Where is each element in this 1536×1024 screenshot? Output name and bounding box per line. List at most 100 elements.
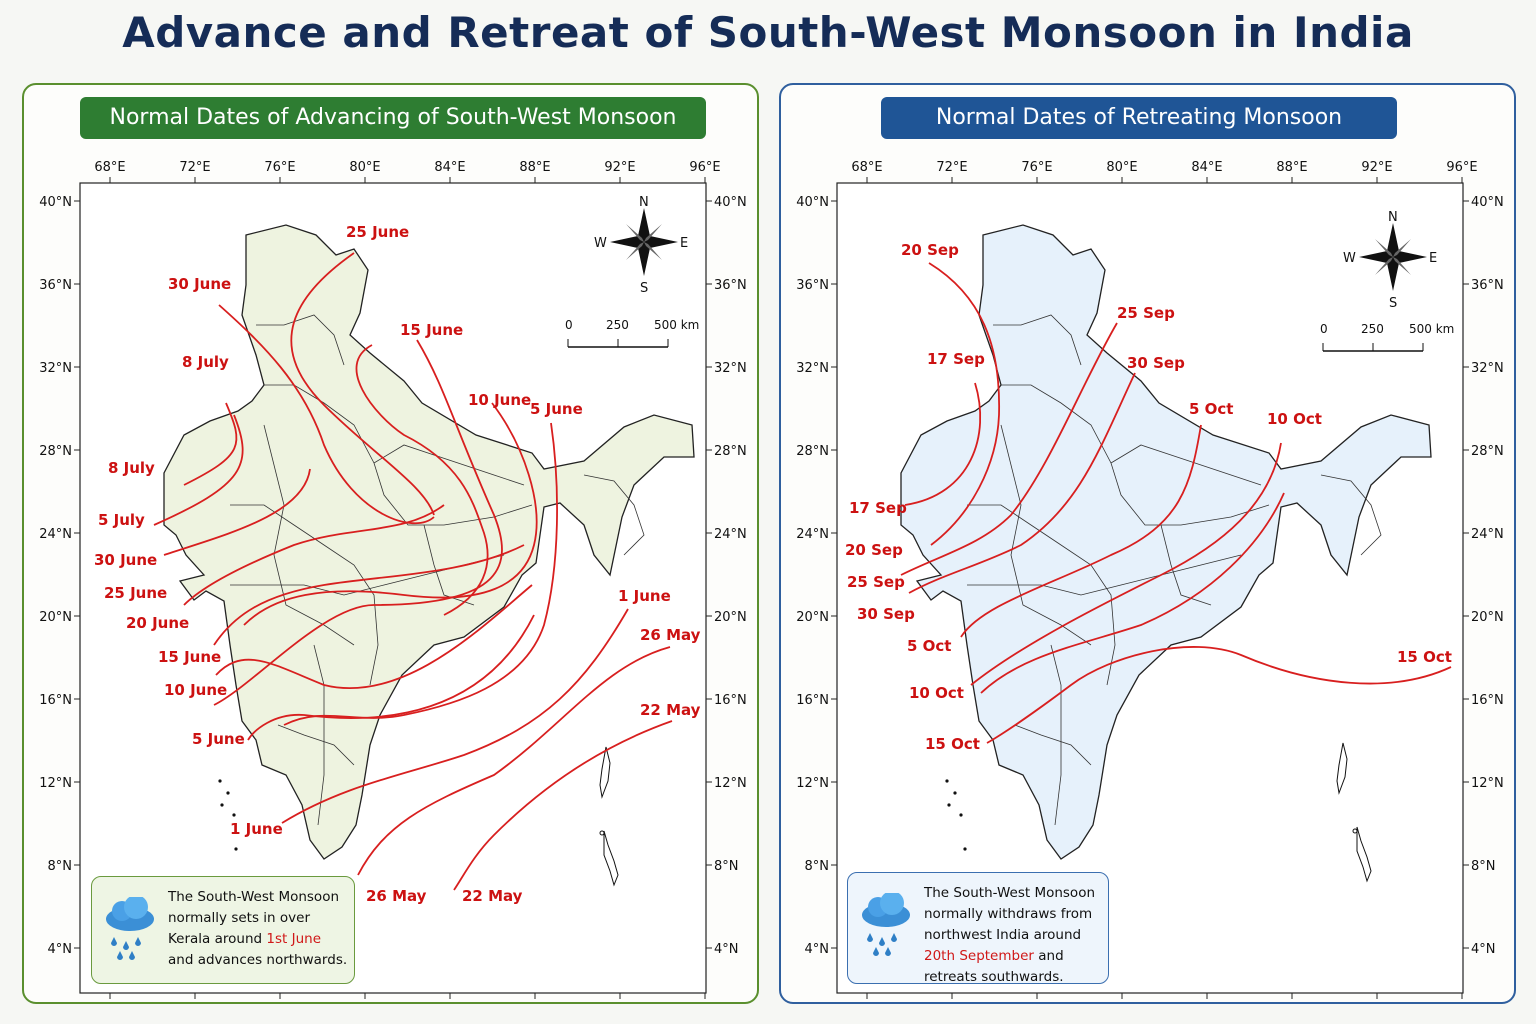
latitude-label: 16°N [39,693,72,708]
isochrone-label: 30 June [168,275,231,293]
compass-s: S [640,281,648,296]
isochrone-line [453,720,673,891]
latitude-label: 36°N [1471,278,1504,293]
longitude-label: 72°E [936,160,967,175]
isochrone-label: 5 July [98,511,145,529]
compass-e: E [680,236,688,251]
isochrone-line [213,339,503,706]
latitude-label: 32°N [39,361,72,376]
isochrone-label: 10 Oct [1267,410,1322,428]
lakshadweep-islands [218,779,238,851]
latitude-label: 36°N [39,278,72,293]
page-title: Advance and Retreat of South-West Monsoo… [122,8,1414,57]
latitude-label: 40°N [1471,195,1504,210]
rain-cloud-icon [106,897,154,960]
advance-panel-heading: Normal Dates of Advancing of South-West … [80,97,706,139]
latitude-label: 28°N [796,444,829,459]
longitude-label: 80°E [1106,160,1137,175]
scale-label: 0 [565,318,573,332]
compass-rose-icon: N S E W [1343,210,1437,311]
latitude-label: 36°N [714,278,747,293]
isochrone-label: 1 June [230,820,283,838]
isochrone-line [281,608,629,824]
isochrone-label: 8 July [108,459,155,477]
isochrone-label: 30 Sep [857,605,915,623]
retreat-labels: 20 Sep 25 Sep 17 Sep 30 Sep 5 Oct 10 Oct… [845,241,1452,753]
isochrone-label: 5 Oct [1189,400,1233,418]
isochrone-line [183,402,238,486]
isochrone-line [986,646,1452,744]
isochrone-label: 15 June [400,321,463,339]
isochrone-label: 26 May [366,887,427,905]
map-axes: 68°E 72°E 76°E 80°E 84°E 88°E 92°E 96°E 40°N 40°N… [39,160,747,999]
latitude-label: 36°N [796,278,829,293]
compass-n: N [639,195,649,210]
retreat-panel-heading: Normal Dates of Retreating Monsoon [881,97,1397,139]
compass-w: W [1343,251,1356,266]
isochrone-label: 10 June [468,391,531,409]
latitude-label: 28°N [39,444,72,459]
longitude-label: 76°E [264,160,295,175]
latitude-label: 24°N [714,527,747,542]
isochrone-label: 20 June [126,614,189,632]
isochrone-label: 15 June [158,648,221,666]
longitude-label: 72°E [179,160,210,175]
compass-n: N [1388,210,1398,225]
advance-note-text: The South-West Monsoon normally sets in … [168,889,348,968]
latitude-label: 8°N [714,859,739,874]
longitude-label: 68°E [94,160,125,175]
longitude-label: 96°E [1446,160,1477,175]
latitude-label: 4°N [1471,942,1496,957]
map-axes: 68°E 72°E 76°E 80°E 84°E 88°E 92°E 96°E 40°N 40°N… [796,160,1504,999]
isochrone-line [215,584,533,690]
latitude-label: 12°N [1471,776,1504,791]
longitude-label: 76°E [1021,160,1052,175]
isochrone-label: 5 Oct [907,637,951,655]
latitude-label: 20°N [39,610,72,625]
retreat-note: The South-West Monsoon normally withdraw… [847,872,1109,985]
isochrone-label: 10 Oct [909,684,964,702]
longitude-label: 88°E [1276,160,1307,175]
latitude-label: 28°N [1471,444,1504,459]
latitude-label: 4°N [805,942,830,957]
isochrone-line [355,344,489,616]
isochrone-label: 22 May [462,887,523,905]
latitude-label: 8°N [48,859,73,874]
latitude-label: 12°N [796,776,829,791]
advance-note-highlight: 1st June [266,931,321,947]
isochrone-line [357,646,671,876]
latitude-label: 40°N [714,195,747,210]
latitude-label: 20°N [714,610,747,625]
latitude-label: 40°N [39,195,72,210]
andaman-islands [1336,742,1372,883]
latitude-label: 8°N [805,859,830,874]
isochrone-label: 10 June [164,681,227,699]
latitude-label: 16°N [1471,693,1504,708]
latitude-label: 20°N [796,610,829,625]
latitude-label: 16°N [796,693,829,708]
compass-s: S [1389,296,1397,311]
isochrone-label: 20 Sep [845,541,903,559]
isochrone-line [928,262,1000,546]
scale-label: 250 [606,318,629,332]
longitude-label: 84°E [434,160,465,175]
isochrone-label: 5 June [192,730,245,748]
isochrone-label: 15 Oct [925,735,980,753]
isochrone-line [290,252,435,516]
isochrone-label: 25 Sep [847,573,905,591]
isochrone-label: 20 Sep [901,241,959,259]
isochrone-line [153,414,244,526]
isochrone-label: 8 July [182,353,229,371]
retreat-panel: Normal Dates of Retreating Monsoon 68°E 7… [779,83,1516,1004]
isochrone-label: 25 June [346,223,409,241]
retreat-note-text: The South-West Monsoon normally withdraw… [924,885,1096,985]
isochrone-label: 15 Oct [1397,648,1452,666]
isochrone-label: 25 Sep [1117,304,1175,322]
isochrone-label: 17 Sep [927,350,985,368]
isochrone-line [960,424,1202,638]
retreat-isochrones [900,262,1452,744]
isochrone-label: 26 May [640,626,701,644]
longitude-label: 80°E [349,160,380,175]
scale-label: 0 [1320,322,1328,336]
longitude-label: 68°E [851,160,882,175]
